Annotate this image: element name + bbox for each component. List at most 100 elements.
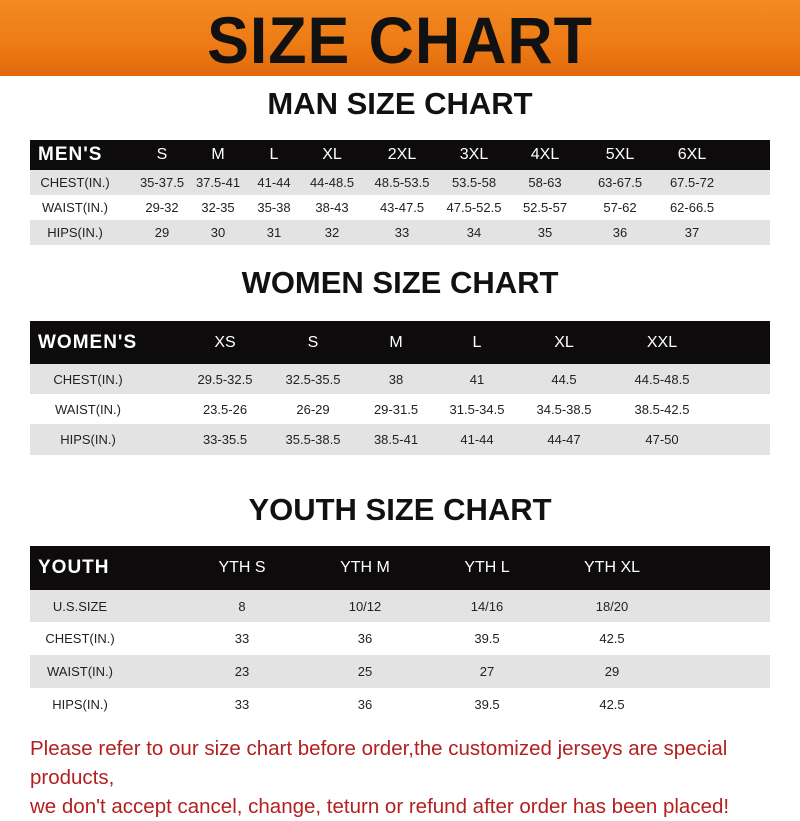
table-cell: 47.5-52.5 [446,200,502,215]
table-row: HIPS(IN.) 33 36 39.5 42.5 [30,688,770,720]
table-row: CHEST(IN.) 29.5-32.5 32.5-35.5 38 41 44.5 44.5… [30,364,770,394]
size-header: YTH S [218,559,266,576]
row-label: CHEST(IN.) [45,631,115,646]
notice-line-1: Please refer to our size chart before or… [30,737,728,789]
size-header: L [269,146,279,163]
table-cell: 37 [684,225,700,240]
table-cell: 26-29 [296,401,330,417]
table-cell: 29-31.5 [373,401,419,417]
table-cell: 33-35.5 [202,432,248,447]
size-header: 3XL [459,146,489,163]
table-cell: 38.5-42.5 [634,401,690,417]
table-cell: 36 [612,225,628,240]
table-cell: 39.5 [474,631,500,646]
table-cell: 34 [466,225,482,240]
table-cell: 33 [234,631,250,646]
table-row: WAIST(IN.) 23 25 27 29 [30,655,770,688]
table-row: WAIST(IN.) 23.5-26 26-29 29-31.5 31.5-34.5 34… [30,394,770,424]
table-cell: 29-32 [145,200,179,215]
table-cell: 29.5-32.5 [197,371,253,387]
table-cell: 10/12 [348,598,382,614]
size-header: XS [214,333,236,351]
table-cell: 23 [234,664,250,679]
size-header: XXL [646,333,678,351]
table-cell: 38 [388,371,404,387]
table-cell: 27 [479,664,495,679]
size-header: M [389,333,403,351]
youth-heading: YOUTH SIZE CHART [248,492,552,527]
table-cell: 42.5 [599,696,625,712]
notice-line-2: we don't accept cancel, change, teturn o… [30,795,730,818]
table-cell: 52.5-57 [522,200,568,215]
title-banner: SIZE CHART [0,0,800,77]
table-cell: 29 [154,225,170,240]
table-cell: 35-38 [257,200,291,215]
table-cell: 35-37.5 [139,175,185,190]
table-cell: 41-44 [257,175,291,190]
table-cell: 38-43 [315,200,349,215]
row-label: HIPS(IN.) [52,696,108,712]
women-heading: WOMEN SIZE CHART [241,265,559,300]
table-row: WAIST(IN.) 29-32 32-35 35-38 38-43 43-47.5 47.… [30,195,770,220]
table-cell: 63-67.5 [597,175,643,190]
table-cell: 42.5 [599,631,625,646]
table-cell: 41 [469,371,485,387]
table-cell: 53.5-58 [451,175,497,190]
table-cell: 31 [266,225,282,240]
table-cell: 47-50 [645,432,679,447]
table-cell: 37.5-41 [195,175,241,190]
table-row: HIPS(IN.) 29 30 31 32 33 34 35 36 37 [30,220,770,245]
row-label: WAIST(IN.) [47,664,113,679]
size-header: YTH M [340,559,390,576]
size-header: YTH XL [583,559,641,576]
table-cell: 44-47 [547,432,581,447]
table-cell: 32-35 [201,200,235,215]
table-cell: 44.5-48.5 [634,371,690,387]
table-cell: 30 [210,225,226,240]
table-cell: 57-62 [603,200,637,215]
table-title: WOMEN'S [38,331,138,353]
table-cell: 8 [238,598,246,614]
table-cell: 35.5-38.5 [285,432,341,447]
size-header: YTH L [464,559,510,576]
table-title: MEN'S [38,144,103,165]
size-header: 4XL [530,146,560,163]
header-row: YOUTH YTH S YTH M YTH L YTH XL [30,546,770,590]
table-cell: 18/20 [595,598,629,614]
row-label: WAIST(IN.) [42,200,108,215]
table-title: YOUTH [38,557,110,578]
table-cell: 31.5-34.5 [449,401,505,417]
size-header: S [156,146,168,163]
table-cell: 62-66.5 [669,200,715,215]
table-row: HIPS(IN.) 33-35.5 35.5-38.5 38.5-41 41-44 44-… [30,424,770,455]
row-label: HIPS(IN.) [47,225,103,240]
table-cell: 36 [357,631,373,646]
table-cell: 33 [394,225,410,240]
table-cell: 14/16 [470,598,504,614]
table-cell: 44.5 [551,371,577,387]
table-cell: 38.5-41 [373,432,419,447]
size-header: M [211,146,225,163]
row-label: U.S.SIZE [52,598,108,614]
size-header: 5XL [605,146,635,163]
size-header: 6XL [677,146,707,163]
table-cell: 35 [537,225,553,240]
table-cell: 43-47.5 [379,200,425,215]
table-cell: 44-48.5 [309,175,355,190]
table-cell: 23.5-26 [202,401,248,417]
row-label: CHEST(IN.) [53,371,123,387]
table-cell: 48.5-53.5 [374,175,430,190]
size-header: 2XL [387,146,417,163]
men-heading: MAN SIZE CHART [267,86,533,121]
table-cell: 32.5-35.5 [285,371,341,387]
order-notice: Please refer to our size chart before or… [30,734,790,821]
row-label: CHEST(IN.) [40,175,110,190]
size-header: XL [322,146,342,163]
header-row: MEN'S S M L XL 2XL 3XL 4XL 5XL 6XL [30,140,770,170]
row-label: WAIST(IN.) [55,401,121,417]
table-cell: 25 [357,664,373,679]
header-row: WOMEN'S XS S M L XL XXL [30,321,770,364]
size-header: L [472,333,482,351]
table-cell: 36 [357,696,373,712]
table-cell: 32 [324,225,340,240]
